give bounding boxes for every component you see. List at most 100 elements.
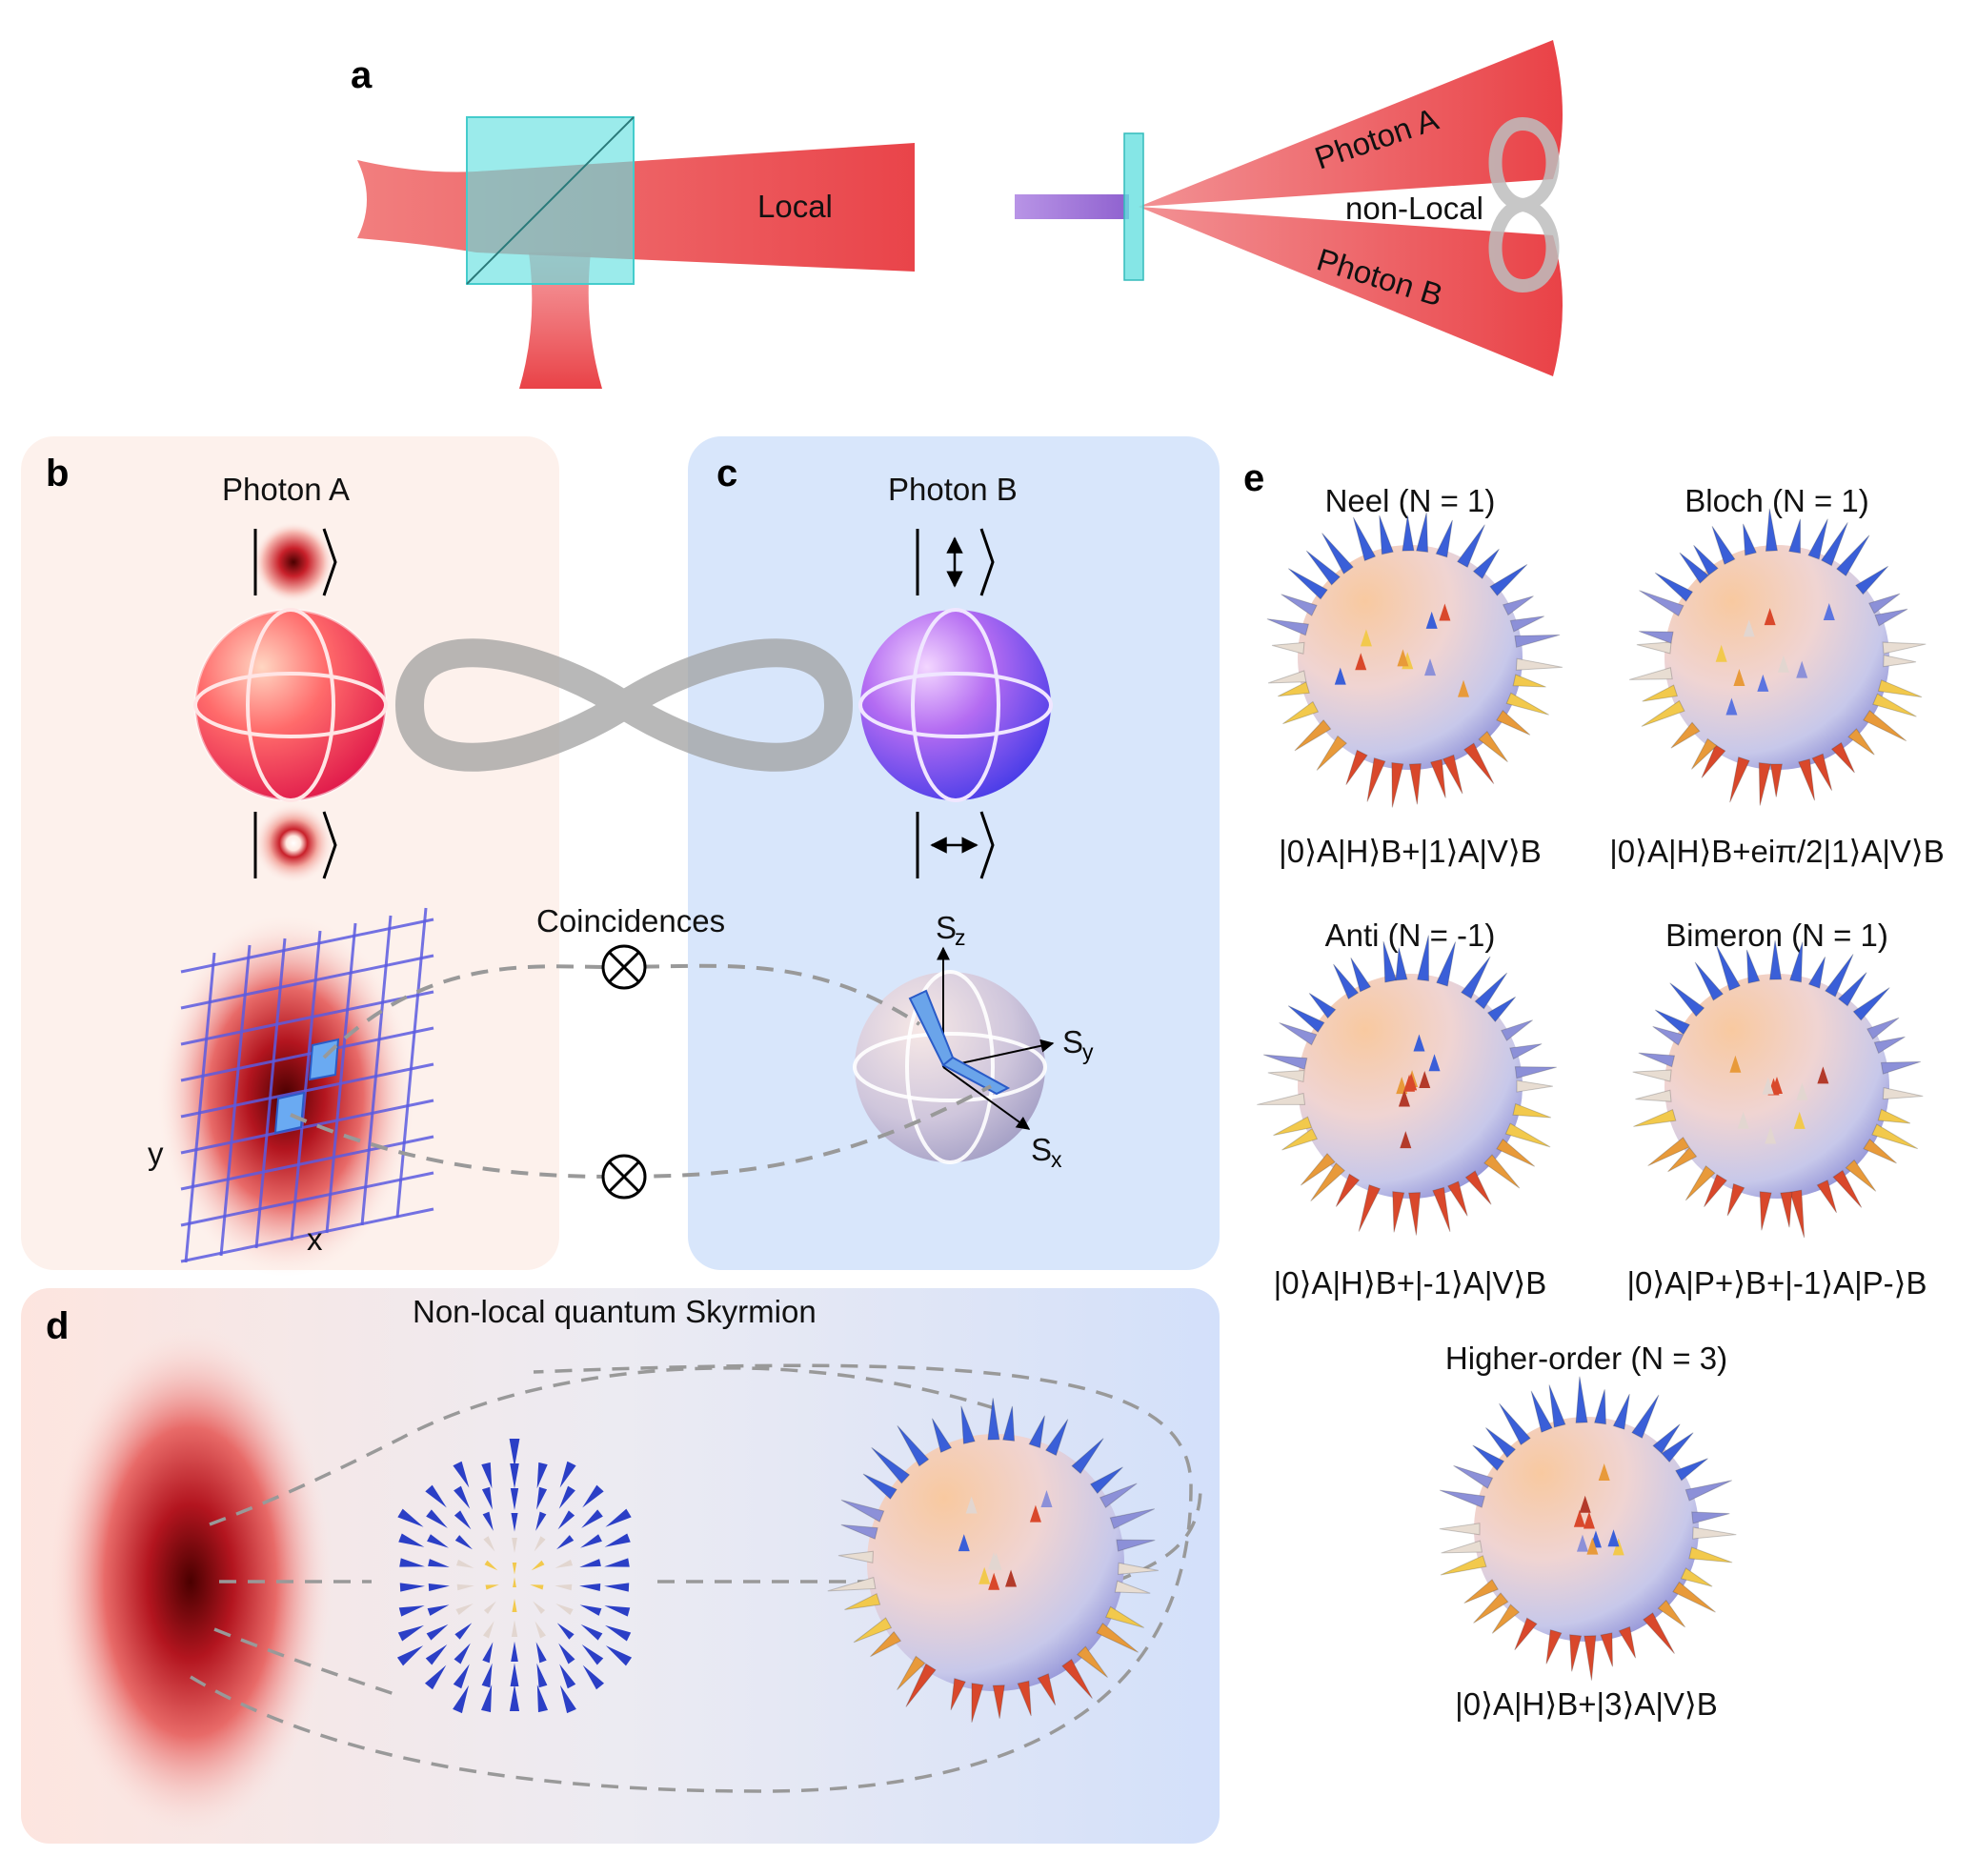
spin-arrow	[1704, 1174, 1728, 1208]
spin-arrow	[931, 1418, 953, 1454]
spin-arrow	[1116, 1539, 1156, 1552]
spin-arrow	[1076, 1645, 1108, 1678]
stokes-sphere: S z S y S x	[853, 910, 1094, 1172]
spin-arrow	[1871, 1123, 1919, 1150]
spin-arrow	[1267, 670, 1307, 684]
texture-arrow	[510, 1463, 519, 1489]
photon-b-sphere	[858, 608, 1053, 802]
texture-arrow	[605, 1645, 633, 1666]
texture-arrow	[604, 1533, 631, 1547]
texture-arrow	[557, 1510, 575, 1530]
texture-arrow	[555, 1584, 573, 1591]
spin-arrow	[1044, 1419, 1069, 1457]
texture-arrow	[456, 1584, 474, 1591]
spin-arrow	[1692, 1526, 1737, 1540]
texture-arrow	[581, 1509, 603, 1528]
skyrmion-example-formula: |0⟩A|H⟩B+|3⟩A|V⟩B	[1455, 1686, 1718, 1722]
spin-arrow	[992, 1684, 1005, 1719]
spin-arrow	[1089, 1466, 1123, 1495]
spin-arrow	[1675, 1458, 1708, 1482]
texture-arrow	[398, 1605, 425, 1617]
spin-arrow	[1643, 1612, 1675, 1654]
spin-arrow	[1863, 1138, 1897, 1164]
sz-sub: z	[955, 925, 966, 950]
skyrmion-example: Neel (N = 1) |0⟩A|H⟩B+|1⟩A|V⟩B	[1266, 483, 1563, 869]
spin-arrow	[1684, 1480, 1732, 1502]
spin-arrow-front	[1583, 1511, 1595, 1529]
texture-arrow	[512, 1598, 517, 1612]
texture-arrow	[453, 1461, 470, 1488]
entanglement-infinity-small	[1488, 116, 1560, 293]
spin-arrow	[1105, 1605, 1145, 1628]
spin-arrow	[1855, 565, 1889, 595]
texture-arrow	[481, 1486, 493, 1510]
spin-arrow	[1711, 526, 1736, 565]
spin-arrow	[1496, 710, 1531, 736]
spin-arrow	[1863, 709, 1907, 742]
ket-donut	[253, 803, 337, 883]
texture-arrow	[511, 1641, 518, 1662]
spin-arrow	[1866, 1017, 1900, 1040]
skyrmion-example: Bimeron (N = 1) |0⟩A|P+⟩B+|-1⟩A|P-⟩B	[1626, 918, 1927, 1301]
spin-arrow	[1632, 1069, 1672, 1082]
texture-arrow	[428, 1584, 450, 1591]
texture-arrow	[582, 1664, 605, 1690]
spin-arrow-front	[1743, 619, 1755, 637]
skyrmion-intensity-beam	[48, 1324, 333, 1839]
spin-arrow	[1335, 1173, 1361, 1207]
spin-arrow	[1474, 972, 1508, 1010]
spin-arrow	[1652, 1423, 1681, 1455]
spin-arrow	[1680, 1567, 1713, 1587]
spin-arrow	[1745, 949, 1761, 984]
spin-arrow	[1439, 1523, 1481, 1536]
spin-arrow	[1453, 1464, 1494, 1489]
texture-arrow	[424, 1664, 447, 1690]
spin-arrow-front	[1439, 603, 1451, 621]
skyrmion-example: Higher-order (N = 3) |0⟩A|H⟩B+|3⟩A|V⟩B	[1439, 1341, 1737, 1722]
spin-arrow	[1489, 564, 1528, 596]
spin-arrow	[1028, 1415, 1045, 1449]
spin-arrow-front	[1729, 1055, 1742, 1073]
texture-arrow	[604, 1583, 630, 1592]
texture-arrow	[580, 1624, 603, 1641]
spin-arrow	[1688, 1546, 1733, 1563]
spin-arrow-front	[1796, 1082, 1808, 1100]
texture-arrow	[559, 1684, 576, 1714]
panel-b-title: Photon A	[222, 472, 350, 507]
spin-arrow	[1769, 763, 1783, 797]
spin-arrow	[1647, 1136, 1690, 1167]
spin-arrow	[1071, 1438, 1104, 1475]
spin-arrow	[1294, 718, 1332, 752]
texture-arrow	[559, 1461, 576, 1488]
panel-d-title: Non-local quantum Skyrmion	[413, 1294, 817, 1329]
spin-arrow-front	[1725, 697, 1738, 716]
spin-arrow-front	[1793, 1111, 1806, 1129]
axis-y-label: y	[148, 1136, 164, 1171]
spin-arrow	[853, 1617, 893, 1644]
spin-arrow	[1305, 550, 1341, 586]
texture-arrow	[509, 1684, 520, 1711]
panel-a-letter: a	[351, 54, 373, 96]
skyrmion-sphere	[1474, 1417, 1699, 1642]
spin-arrow	[1635, 1089, 1672, 1102]
texture-arrow	[535, 1621, 546, 1639]
texture-arrow	[453, 1664, 470, 1689]
skyrmion-texture-field	[396, 1439, 633, 1714]
texture-arrow	[580, 1534, 602, 1548]
spin-arrow	[987, 1398, 1000, 1441]
spin-arrow	[905, 1663, 937, 1707]
panel-a: a Local Photon A Photon B non-Local	[351, 40, 1563, 389]
texture-arrow	[426, 1509, 448, 1528]
texture-arrow	[483, 1621, 494, 1639]
spin-arrow	[1484, 1427, 1517, 1459]
spin-arrow	[1099, 1483, 1138, 1508]
texture-arrow	[482, 1511, 494, 1531]
spin-arrow	[1852, 987, 1890, 1021]
skyrmion-example: Bloch (N = 1) |0⟩A|H⟩B+eiπ/2|1⟩A|V⟩B	[1609, 483, 1945, 869]
spin-arrows	[1266, 512, 1563, 808]
spin-arrow	[844, 1592, 881, 1610]
spin-arrow	[1672, 1581, 1716, 1613]
spin-arrow	[1584, 1635, 1597, 1681]
texture-arrow	[579, 1604, 602, 1616]
spin-arrow	[871, 1446, 911, 1484]
